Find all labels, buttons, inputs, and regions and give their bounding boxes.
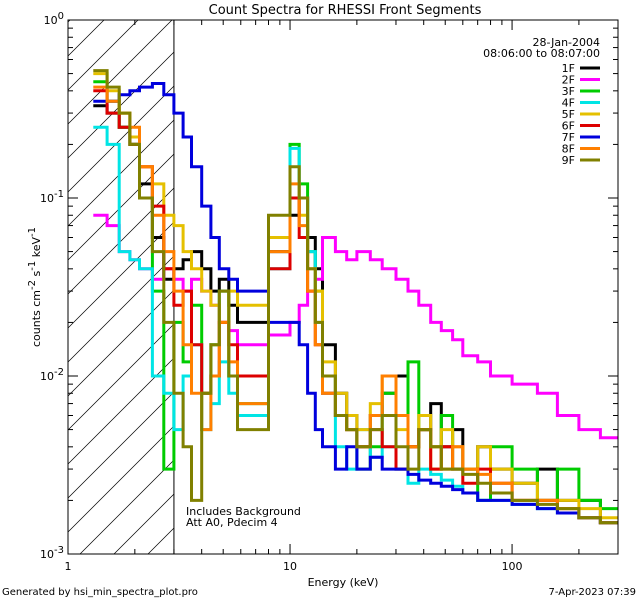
y-axis-label-sup3: -1 bbox=[27, 227, 38, 237]
legend-label-5f: 5F bbox=[562, 108, 575, 121]
hatch-line bbox=[68, 425, 174, 533]
hatch-line bbox=[68, 119, 174, 227]
hatch-line bbox=[68, 20, 139, 91]
y-axis-label: counts cm-2 s-1 keV-1 bbox=[27, 227, 43, 347]
annotation-attenuator: Att A0, Pdecim 4 bbox=[186, 516, 278, 529]
y-axis-label-main: counts cm bbox=[30, 290, 43, 347]
legend-label-4f: 4F bbox=[562, 97, 575, 110]
y-tick-label: 10-1 bbox=[40, 189, 64, 205]
axis-ticks bbox=[67, 20, 619, 555]
hatch-line bbox=[68, 187, 174, 295]
y-axis-label-mid2: keV bbox=[30, 237, 43, 261]
hatch-line bbox=[68, 153, 174, 261]
legend-label-8f: 8F bbox=[562, 143, 575, 156]
legend-label-7f: 7F bbox=[562, 131, 575, 144]
series-group bbox=[93, 20, 618, 554]
x-tick-label: 1 bbox=[65, 560, 72, 573]
hatch-line bbox=[68, 357, 174, 465]
time-range-label: 08:06:00 to 08:07:00 bbox=[483, 47, 600, 60]
hatch-line bbox=[68, 20, 71, 23]
legend-label-3f: 3F bbox=[562, 85, 575, 98]
date-label: 28-Jan-2004 bbox=[533, 36, 601, 49]
series-line-7f bbox=[93, 82, 618, 525]
x-tick-label: 10 bbox=[283, 560, 297, 573]
footer-timestamp: 7-Apr-2023 07:39 bbox=[549, 587, 636, 598]
hatch-line bbox=[68, 255, 174, 363]
y-axis-label-mid1: s bbox=[30, 270, 43, 279]
hatch-line bbox=[68, 85, 174, 193]
y-axis-label-sup2: -1 bbox=[27, 261, 38, 271]
hatch-line bbox=[68, 289, 174, 397]
y-tick-label: 100 bbox=[44, 11, 64, 27]
legend-label-2f: 2F bbox=[562, 74, 575, 87]
hatch-line bbox=[216, 0, 640, 554]
legend-label-6f: 6F bbox=[562, 120, 575, 133]
series-line-9f bbox=[93, 69, 618, 525]
hatch-line bbox=[0, 0, 28, 554]
x-axis-label: Energy (keV) bbox=[308, 576, 379, 589]
hatch-line bbox=[68, 323, 174, 431]
hatch-line bbox=[68, 20, 105, 57]
y-axis-label-sup1: -2 bbox=[27, 280, 38, 290]
plot-frame bbox=[67, 19, 619, 555]
x-tick-label: 100 bbox=[502, 560, 523, 573]
chart-title: Count Spectra for RHESSI Front Segments bbox=[209, 3, 482, 18]
hatch-line bbox=[68, 221, 174, 329]
hatch-line bbox=[68, 391, 174, 499]
legend-label-9f: 9F bbox=[562, 154, 575, 167]
y-tick-label: 10-2 bbox=[40, 367, 64, 383]
annotation-background: Includes Background bbox=[186, 505, 301, 518]
footer-generated: Generated by hsi_min_spectra_plot.pro bbox=[2, 587, 198, 598]
axis-tick-labels: 1 10 100 10-3 10-2 10-1 100 bbox=[40, 11, 523, 573]
legend-label-1f: 1F bbox=[562, 62, 575, 75]
y-tick-label: 10-3 bbox=[40, 545, 64, 561]
